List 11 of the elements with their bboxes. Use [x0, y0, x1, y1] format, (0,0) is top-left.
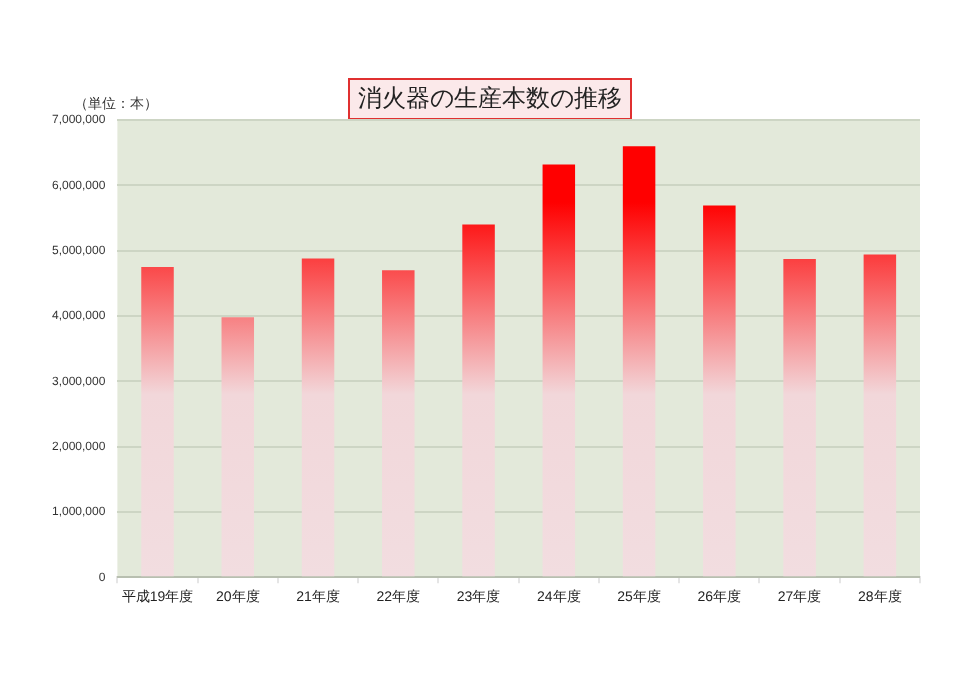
bar: [542, 164, 576, 577]
bar: [221, 317, 255, 577]
bar: [382, 270, 415, 577]
bar: [783, 259, 816, 577]
bar: [462, 224, 495, 577]
bar: [622, 146, 656, 577]
bar: [141, 266, 174, 577]
bar: [863, 254, 897, 577]
bar: [703, 205, 736, 577]
bar: [301, 258, 335, 577]
chart-title: 消火器の生産本数の推移: [348, 78, 632, 120]
